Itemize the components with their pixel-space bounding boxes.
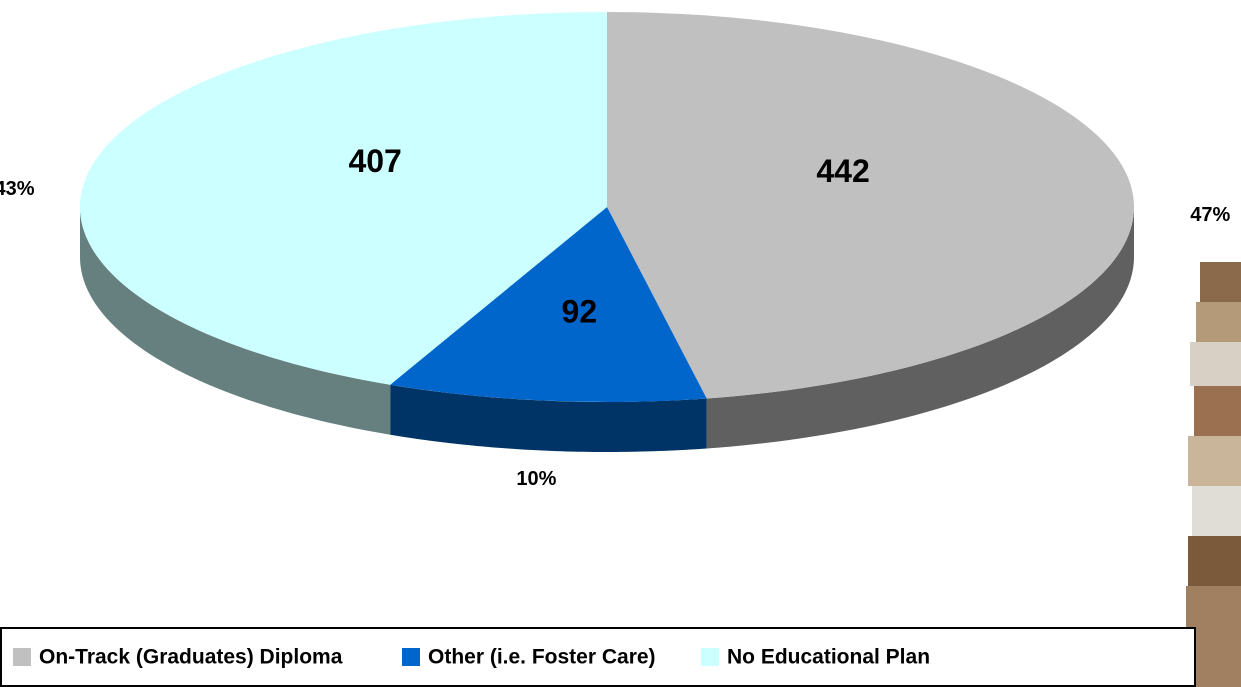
value-label: 407 <box>348 143 401 179</box>
books-decoration <box>1186 262 1241 687</box>
legend-swatch <box>402 648 420 666</box>
legend-label: No Educational Plan <box>727 646 930 669</box>
value-label: 442 <box>816 153 869 189</box>
value-label: 92 <box>562 294 598 330</box>
chart: 442 47% 92 10% 407 43% On-Track (Graduates) Di… <box>0 0 1241 687</box>
legend-swatch <box>701 648 719 666</box>
percent-label: 43% <box>0 178 35 200</box>
legend-label: Other (i.e. Foster Care) <box>428 646 656 669</box>
legend-label: On-Track (Graduates) Diploma <box>39 646 343 669</box>
percent-label: 10% <box>516 468 556 490</box>
legend-swatch <box>13 648 31 666</box>
percent-label: 47% <box>1190 204 1230 226</box>
